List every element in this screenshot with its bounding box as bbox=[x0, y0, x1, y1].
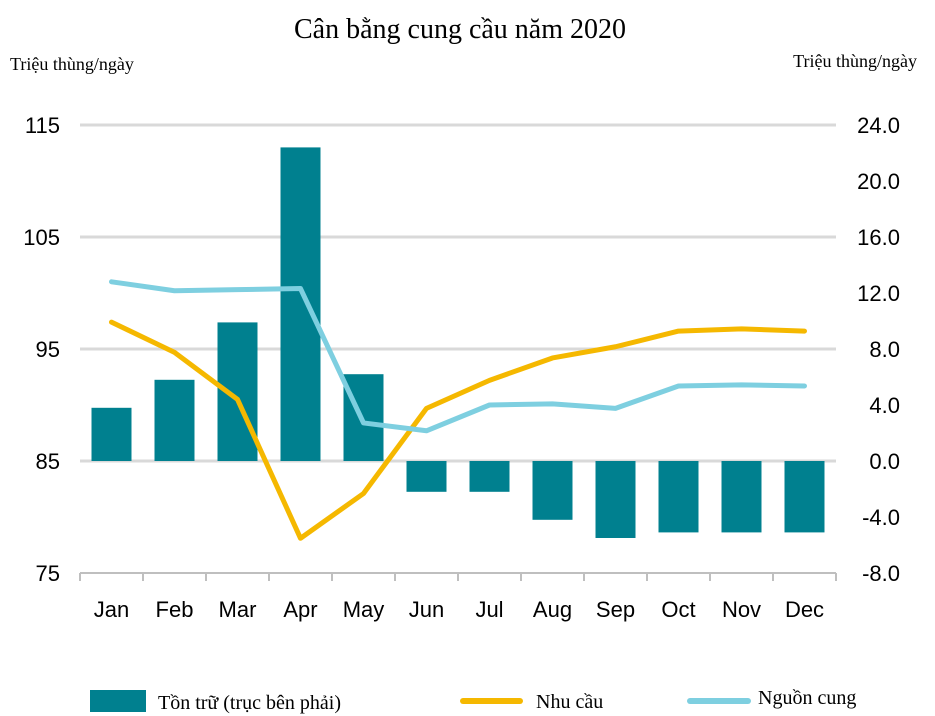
legend-label-nhu-cau: Nhu cầu bbox=[536, 691, 603, 713]
right-tick-label: 12.0 bbox=[857, 281, 900, 306]
right-tick-label: 0.0 bbox=[869, 449, 900, 474]
category-label: Jan bbox=[94, 597, 129, 622]
chart-title: Cân bằng cung cầu năm 2020 bbox=[294, 14, 626, 45]
right-tick-label: 20.0 bbox=[857, 169, 900, 194]
left-axis-unit: Triệu thùng/ngày bbox=[10, 54, 134, 74]
left-tick-label: 95 bbox=[36, 337, 60, 362]
right-tick-label: 4.0 bbox=[869, 393, 900, 418]
line-series bbox=[109, 279, 807, 541]
category-label: Feb bbox=[156, 597, 194, 622]
category-label: Sep bbox=[596, 597, 635, 622]
category-label: Jun bbox=[409, 597, 444, 622]
right-axis-ticks: -8.0 -4.0 0.0 4.0 8.0 12.0 16.0 20.0 24.0 bbox=[857, 113, 900, 586]
right-tick-label: 24.0 bbox=[857, 113, 900, 138]
legend: Tồn trữ (trục bên phải) Nhu cầu Nguồn cu… bbox=[90, 687, 856, 714]
category-label: Oct bbox=[661, 597, 695, 622]
bar-nov bbox=[721, 461, 762, 533]
line-series-0 bbox=[109, 319, 807, 541]
bar-dec bbox=[784, 461, 825, 533]
bar-jul bbox=[469, 461, 510, 492]
category-label: Aug bbox=[533, 597, 572, 622]
bar-aug bbox=[532, 461, 573, 520]
bar-sep bbox=[595, 461, 636, 538]
category-label: Apr bbox=[283, 597, 317, 622]
left-tick-label: 105 bbox=[23, 225, 60, 250]
bar-series bbox=[91, 147, 825, 538]
bar-oct bbox=[658, 461, 699, 533]
category-label: Nov bbox=[722, 597, 761, 622]
legend-label-ton-tru: Tồn trữ (trục bên phải) bbox=[158, 692, 341, 714]
category-label: May bbox=[343, 597, 385, 622]
bar-feb bbox=[154, 379, 195, 461]
right-tick-label: 8.0 bbox=[869, 337, 900, 362]
category-label: Dec bbox=[785, 597, 824, 622]
category-label: Jul bbox=[475, 597, 503, 622]
bar-jun bbox=[406, 461, 447, 492]
right-tick-label: 16.0 bbox=[857, 225, 900, 250]
left-axis-ticks: 75 85 95 105 115 bbox=[23, 113, 60, 586]
legend-swatch-ton-tru bbox=[90, 690, 146, 712]
right-tick-label: -4.0 bbox=[862, 505, 900, 530]
gridlines bbox=[80, 123, 836, 463]
line-series-1 bbox=[109, 279, 807, 434]
right-tick-label: -8.0 bbox=[862, 561, 900, 586]
x-axis bbox=[79, 572, 837, 581]
category-labels: Jan Feb Mar Apr May Jun Jul Aug Sep Oct Nov Dec bbox=[94, 597, 824, 622]
left-tick-label: 115 bbox=[25, 113, 60, 138]
left-tick-label: 85 bbox=[36, 449, 60, 474]
category-label: Mar bbox=[219, 597, 257, 622]
left-tick-label: 75 bbox=[36, 561, 60, 586]
bar-apr bbox=[280, 147, 321, 461]
legend-label-nguon-cung: Nguồn cung bbox=[758, 687, 856, 709]
right-axis-unit: Triệu thùng/ngày bbox=[793, 51, 917, 71]
bar-jan bbox=[91, 407, 132, 461]
